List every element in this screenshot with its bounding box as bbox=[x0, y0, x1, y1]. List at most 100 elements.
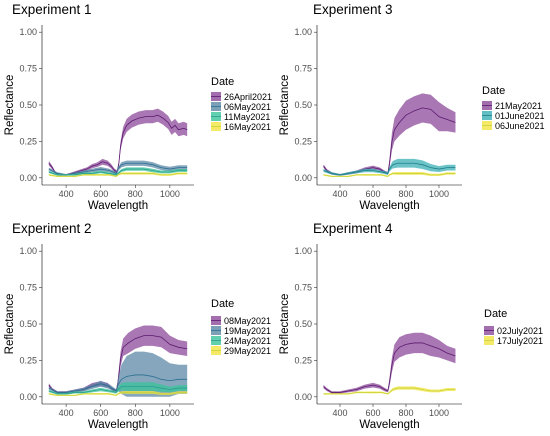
y-tick-label: 1.00 bbox=[294, 246, 312, 256]
series-24May2021 bbox=[48, 382, 188, 395]
x-tick-label: 1000 bbox=[160, 408, 180, 418]
x-axis-title: Wavelength bbox=[88, 419, 148, 431]
x-tick-label: 600 bbox=[93, 408, 108, 418]
legend-label-24May2021: 24May2021 bbox=[224, 336, 271, 346]
x-tick-label: 1000 bbox=[160, 189, 180, 199]
y-tick-label: 1.00 bbox=[294, 27, 312, 37]
series-11May2021 bbox=[48, 167, 188, 176]
x-tick-label: 400 bbox=[333, 189, 348, 199]
series-band-24May2021 bbox=[48, 382, 188, 395]
legend-label-26April2021: 26April2021 bbox=[224, 92, 272, 102]
y-tick-label: 0.75 bbox=[294, 283, 312, 293]
series-21May2021 bbox=[323, 93, 456, 176]
legend-label-06May2021: 06May2021 bbox=[224, 102, 271, 112]
y-tick-label: 0.25 bbox=[294, 355, 312, 365]
legend-label-06June2021: 06June2021 bbox=[495, 121, 545, 131]
legend-label-19May2021: 19May2021 bbox=[224, 326, 271, 336]
y-tick-label: 0.50 bbox=[19, 319, 37, 329]
y-tick-label: 0.75 bbox=[19, 283, 37, 293]
x-tick-label: 600 bbox=[365, 408, 380, 418]
y-axis-title: Reflectance bbox=[279, 75, 291, 136]
legend-title: Date bbox=[211, 76, 234, 88]
y-tick-label: 0.75 bbox=[19, 64, 37, 74]
series-line-06June2021 bbox=[323, 173, 456, 177]
chart-panel-4: Experiment 4 0.00 0.25 0.50 0.75 1.00 400 600 80… bbox=[279, 221, 543, 431]
legend-title: Date bbox=[484, 308, 507, 320]
y-tick-label: 0.00 bbox=[19, 392, 37, 402]
y-tick-label: 0.50 bbox=[294, 319, 312, 329]
y-tick-label: 0.00 bbox=[19, 173, 37, 183]
x-tick-label: 1000 bbox=[429, 189, 449, 199]
x-tick-label: 400 bbox=[59, 189, 74, 199]
series-16May2021 bbox=[48, 172, 188, 178]
legend-label-17July2021: 17July2021 bbox=[497, 336, 543, 346]
series-band-01June2021 bbox=[323, 158, 456, 176]
series-band-21May2021 bbox=[323, 93, 456, 176]
series-06May2021 bbox=[48, 160, 188, 176]
chart-title: Experiment 2 bbox=[12, 221, 92, 236]
y-tick-label: 0.25 bbox=[19, 136, 37, 146]
series-line-24May2021 bbox=[48, 386, 188, 395]
series-line-01June2021 bbox=[323, 162, 456, 176]
y-tick-label: 0.50 bbox=[294, 100, 312, 110]
legend-label-11May2021: 11May2021 bbox=[224, 112, 270, 122]
x-tick-label: 600 bbox=[365, 189, 380, 199]
x-tick-label: 800 bbox=[398, 189, 413, 199]
y-axis-title: Reflectance bbox=[4, 294, 16, 355]
x-tick-label: 800 bbox=[128, 189, 143, 199]
series-line-29May2021 bbox=[48, 392, 188, 396]
series-band-02July2021 bbox=[323, 332, 456, 394]
series-line-11May2021 bbox=[48, 168, 188, 176]
x-axis-title: Wavelength bbox=[359, 200, 419, 212]
series-01June2021 bbox=[323, 158, 456, 176]
series-17July2021 bbox=[323, 386, 456, 395]
series-26April2021 bbox=[48, 108, 188, 176]
series-line-17July2021 bbox=[323, 387, 456, 395]
y-tick-label: 0.25 bbox=[294, 136, 312, 146]
series-band-08May2021 bbox=[48, 325, 188, 394]
y-tick-label: 0.00 bbox=[294, 173, 312, 183]
legend-label-02July2021: 02July2021 bbox=[497, 326, 543, 336]
legend-label-16May2021: 16May2021 bbox=[224, 122, 271, 132]
series-line-06May2021 bbox=[48, 162, 188, 176]
x-tick-label: 400 bbox=[59, 408, 74, 418]
x-tick-label: 800 bbox=[398, 408, 413, 418]
legend-label-29May2021: 29May2021 bbox=[224, 346, 271, 356]
x-tick-label: 600 bbox=[93, 189, 108, 199]
series-29May2021 bbox=[48, 390, 188, 397]
y-tick-label: 0.25 bbox=[19, 355, 37, 365]
y-tick-label: 0.00 bbox=[294, 392, 312, 402]
chart-panel-1: Experiment 1 0.00 0.25 0.50 0.75 1.00 400 600 80… bbox=[4, 2, 272, 212]
y-tick-label: 0.75 bbox=[294, 64, 312, 74]
y-axis-title: Reflectance bbox=[279, 294, 291, 355]
legend-title: Date bbox=[482, 85, 505, 97]
chart-panel-2: Experiment 3 0.00 0.25 0.50 0.75 1.00 400 600 80… bbox=[279, 2, 545, 212]
y-tick-label: 1.00 bbox=[19, 246, 37, 256]
x-tick-label: 400 bbox=[333, 408, 348, 418]
legend-label-01June2021: 01June2021 bbox=[495, 111, 545, 121]
chart-panel-3: Experiment 2 0.00 0.25 0.50 0.75 1.00 400 600 80… bbox=[4, 221, 271, 431]
legend: Date 26April202106May202111May202116May20… bbox=[211, 76, 272, 132]
legend-label-08May2021: 08May2021 bbox=[224, 316, 271, 326]
legend-label-21May2021: 21May2021 bbox=[495, 101, 542, 111]
y-tick-label: 0.50 bbox=[19, 100, 37, 110]
x-tick-label: 1000 bbox=[429, 408, 449, 418]
x-axis-title: Wavelength bbox=[88, 200, 148, 212]
chart-title: Experiment 4 bbox=[313, 221, 393, 236]
y-tick-label: 1.00 bbox=[19, 27, 37, 37]
x-tick-label: 800 bbox=[128, 408, 143, 418]
series-line-19May2021 bbox=[48, 374, 188, 393]
legend-title: Date bbox=[211, 298, 234, 310]
series-line-16May2021 bbox=[48, 173, 188, 177]
y-axis-title: Reflectance bbox=[4, 75, 16, 136]
chart-title: Experiment 3 bbox=[313, 2, 393, 17]
series-06June2021 bbox=[323, 171, 456, 178]
series-02July2021 bbox=[323, 332, 456, 394]
series-line-02July2021 bbox=[323, 342, 456, 393]
x-axis-title: Wavelength bbox=[359, 419, 419, 431]
chart-title: Experiment 1 bbox=[12, 2, 92, 17]
